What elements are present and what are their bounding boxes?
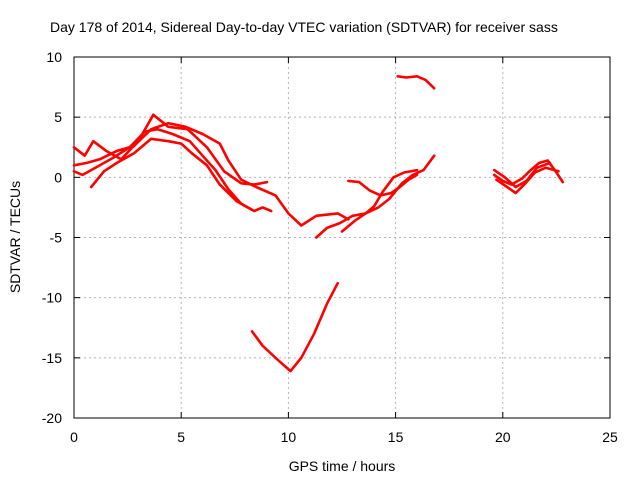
series-line-arc-12 xyxy=(492,161,552,189)
x-axis-label: GPS time / hours xyxy=(289,458,396,474)
y-axis-label: SDTVAR / TECUs xyxy=(7,181,23,293)
axis-ticks: 0 5 10 15 20 25 -20 -15 -10 -5 0 5 10 xyxy=(42,49,618,445)
x-tick-label: 25 xyxy=(602,429,618,445)
series-line-arc-6 xyxy=(340,168,419,233)
series-line-arc-9 xyxy=(250,281,339,373)
y-tick-label: 0 xyxy=(54,169,62,185)
series-line-arc-4 xyxy=(89,137,254,212)
data-series xyxy=(72,75,565,373)
series-line-arc-10 xyxy=(492,159,565,186)
series-line-arc-7 xyxy=(347,173,419,197)
series-line-arc-11 xyxy=(495,166,560,195)
series-line-arc-8 xyxy=(396,75,436,90)
series-line-arc-2 xyxy=(72,121,350,227)
y-tick-label: 5 xyxy=(54,109,62,125)
grid-lines xyxy=(74,57,610,418)
y-tick-label: 10 xyxy=(46,49,62,65)
x-tick-label: 5 xyxy=(177,429,185,445)
chart-title: Day 178 of 2014, Sidereal Day-to-day VTE… xyxy=(50,19,558,35)
series-line-arc-1 xyxy=(72,113,269,186)
x-tick-label: 15 xyxy=(388,429,404,445)
series-line-arc-5 xyxy=(315,154,436,239)
y-tick-label: -20 xyxy=(42,410,62,426)
y-tick-label: -15 xyxy=(42,350,62,366)
x-tick-label: 0 xyxy=(70,429,78,445)
y-tick-label: -10 xyxy=(42,290,62,306)
x-tick-label: 20 xyxy=(495,429,511,445)
x-tick-label: 10 xyxy=(281,429,297,445)
y-tick-label: -5 xyxy=(50,230,63,246)
